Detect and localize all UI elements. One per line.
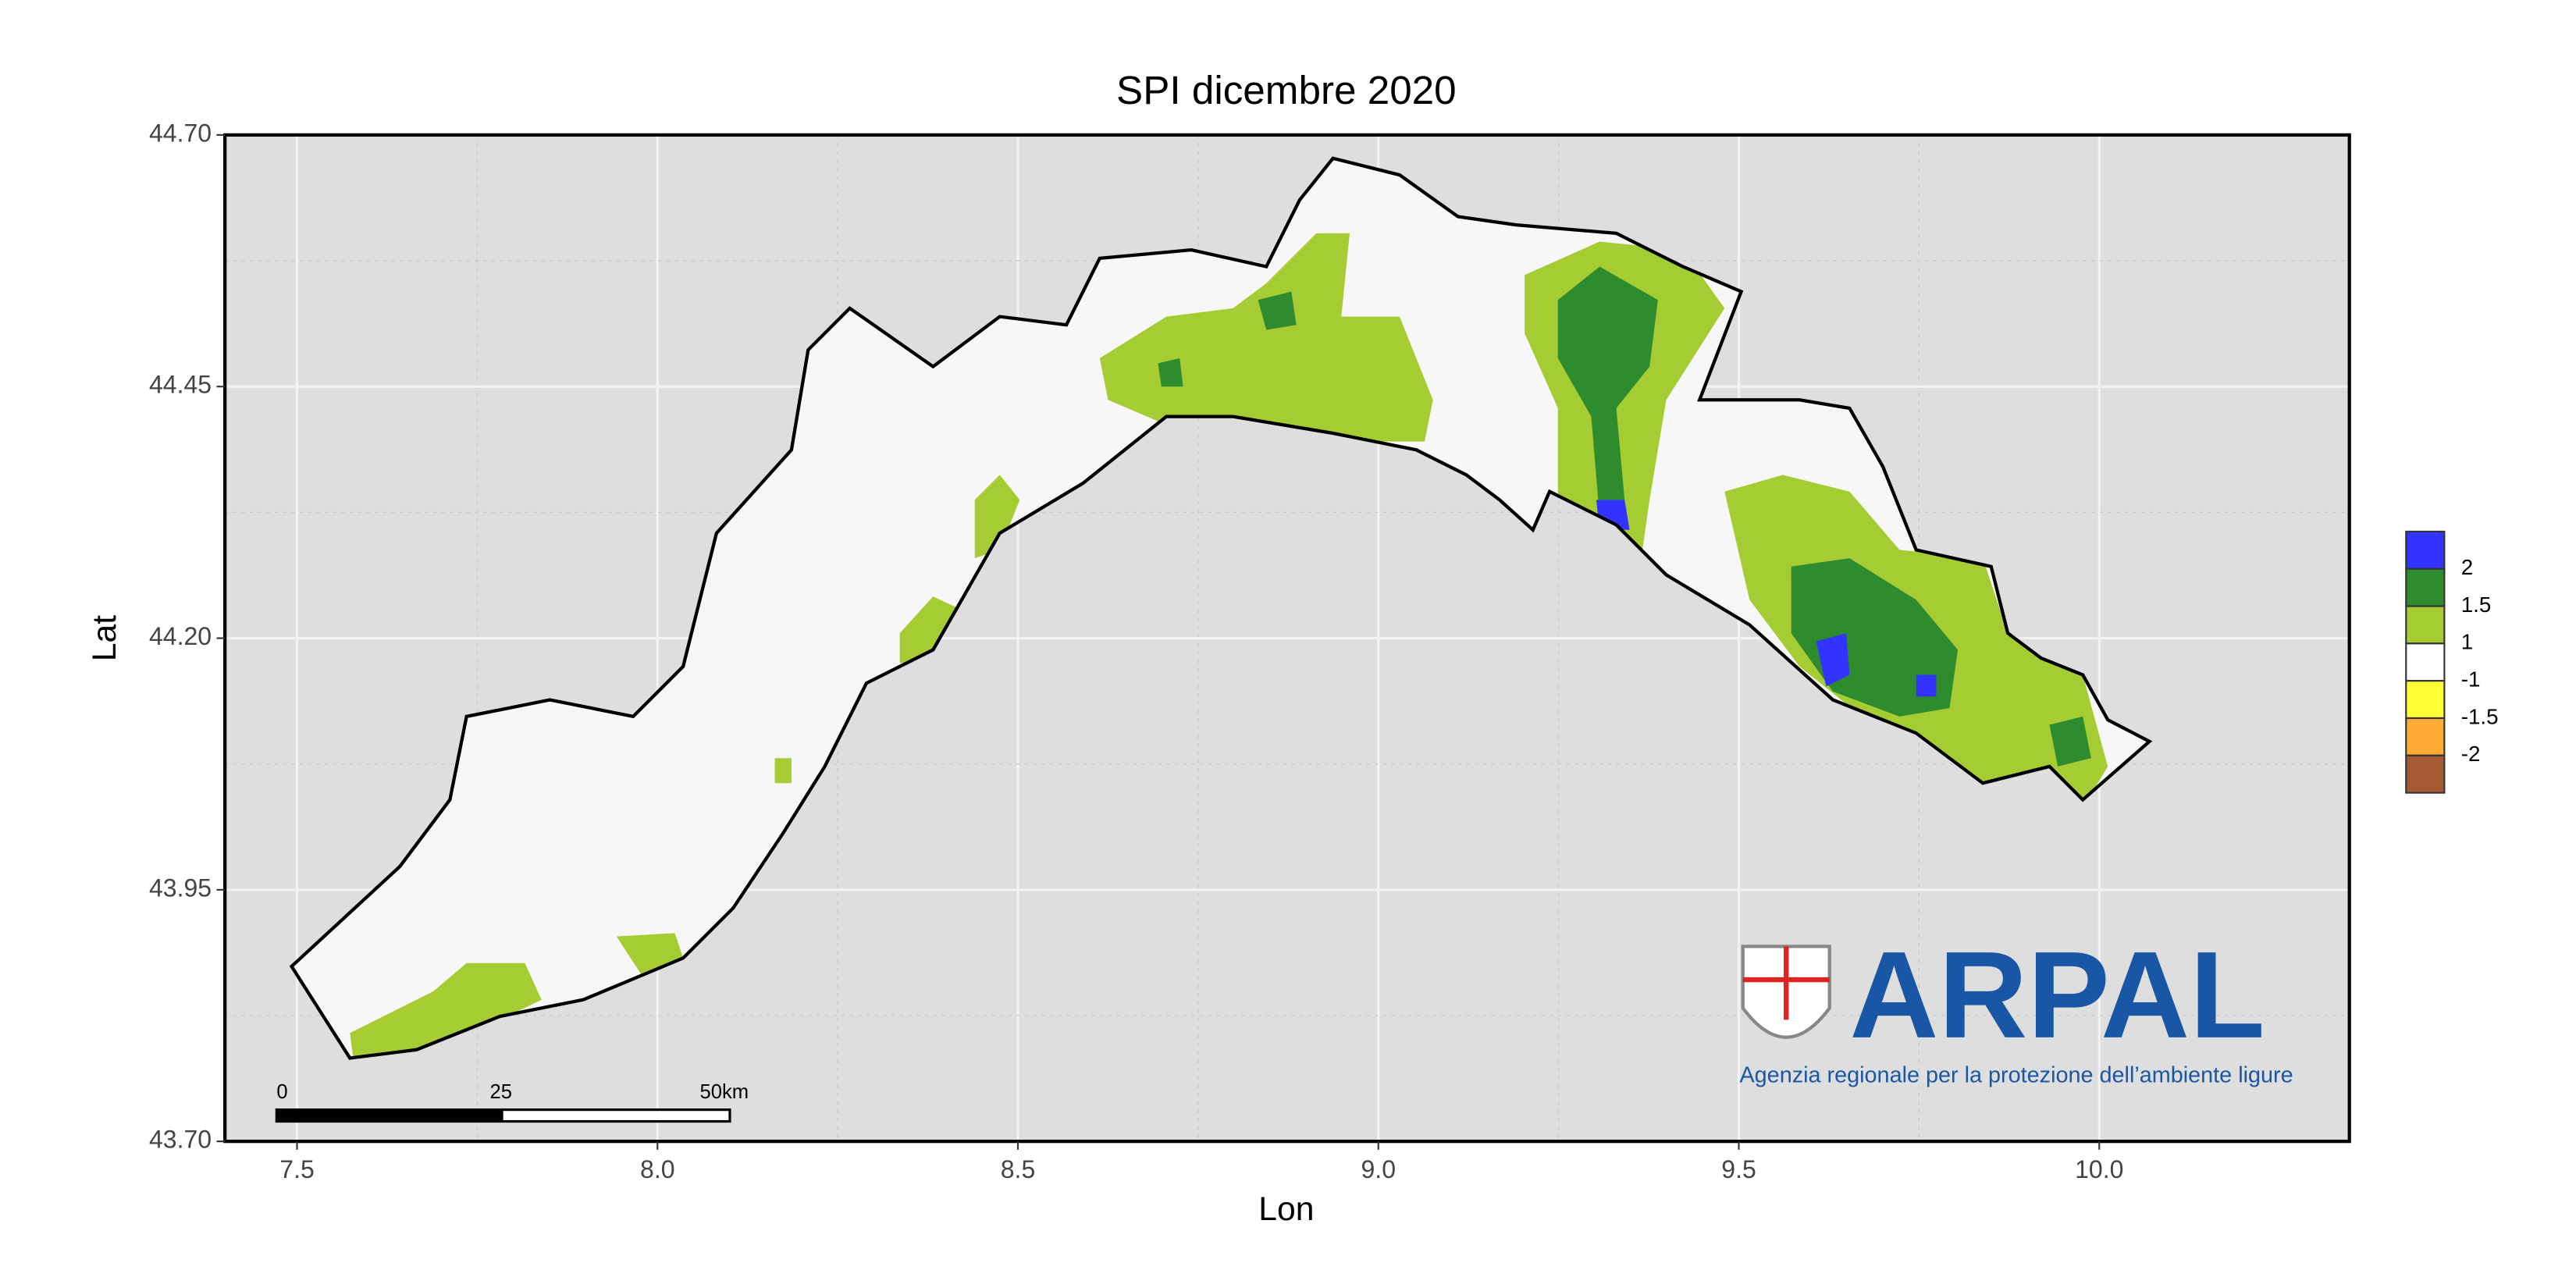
legend-label: -1.5 bbox=[2461, 704, 2499, 728]
x-tick-label: 9.0 bbox=[1361, 1155, 1396, 1183]
scale-label: 25 bbox=[490, 1081, 512, 1103]
x-tick-label: 10.0 bbox=[2075, 1155, 2123, 1183]
legend-label: -2 bbox=[2461, 742, 2481, 766]
land bbox=[291, 158, 2150, 1059]
y-axis-label: Lat bbox=[86, 615, 123, 661]
spi-area bbox=[1258, 291, 1297, 330]
legend-swatch bbox=[2405, 642, 2446, 682]
legend-swatch bbox=[2405, 717, 2446, 756]
spi-area bbox=[1158, 358, 1183, 387]
y-tick-label: 43.95 bbox=[149, 873, 212, 902]
spi-area bbox=[1816, 633, 1850, 687]
spi-area bbox=[2049, 716, 2091, 767]
y-tick-label: 43.70 bbox=[149, 1126, 212, 1154]
legend-swatch bbox=[2405, 530, 2446, 570]
legend: 2 1.5 1 -1 -1.5 -2 bbox=[2405, 530, 2499, 794]
spi-area bbox=[350, 962, 542, 1059]
y-tick-label: 44.70 bbox=[149, 119, 212, 147]
logo: ARPAL Agenzia regionale per la protezion… bbox=[1739, 927, 2293, 1088]
scale-bar: 0 25 50km bbox=[275, 1081, 749, 1123]
legend-swatch bbox=[2405, 680, 2446, 720]
legend-label: 2 bbox=[2461, 555, 2473, 579]
legend-swatch bbox=[2405, 568, 2446, 607]
x-tick-label: 8.0 bbox=[640, 1155, 674, 1183]
x-tick-label: 8.5 bbox=[1001, 1155, 1035, 1183]
spi-area bbox=[974, 475, 1020, 559]
spi-area bbox=[1099, 233, 1433, 442]
spi-area bbox=[1557, 266, 1658, 517]
scale-label: 50km bbox=[700, 1081, 749, 1103]
region bbox=[289, 156, 2153, 1060]
region-border bbox=[289, 156, 2153, 1060]
spi-area bbox=[1916, 674, 1937, 697]
legend-swatch bbox=[2405, 605, 2446, 645]
legend-swatch bbox=[2405, 754, 2446, 794]
y-tick-label: 44.45 bbox=[149, 371, 212, 399]
spi-area bbox=[774, 758, 792, 784]
scale-bar-segment bbox=[276, 1109, 503, 1122]
y-tick-label: 44.20 bbox=[149, 622, 212, 650]
legend-label: 1 bbox=[2461, 630, 2473, 654]
legend-label: -1 bbox=[2461, 667, 2481, 692]
x-tick-label: 7.5 bbox=[279, 1155, 314, 1183]
logo-name: ARPAL bbox=[1849, 927, 2265, 1064]
logo-subtitle: Agenzia regionale per la protezione dell… bbox=[1739, 1063, 2293, 1088]
axes: 7.5 8.0 8.5 9.0 9.5 10.0 43.70 43.95 44.20 44.45 4… bbox=[149, 119, 2123, 1183]
x-axis-label: Lon bbox=[1258, 1190, 1314, 1228]
chart-title: SPI dicembre 2020 bbox=[1116, 68, 1457, 112]
scale-label: 0 bbox=[276, 1081, 287, 1103]
legend-label: 1.5 bbox=[2461, 592, 2492, 617]
x-tick-label: 9.5 bbox=[1721, 1155, 1756, 1183]
